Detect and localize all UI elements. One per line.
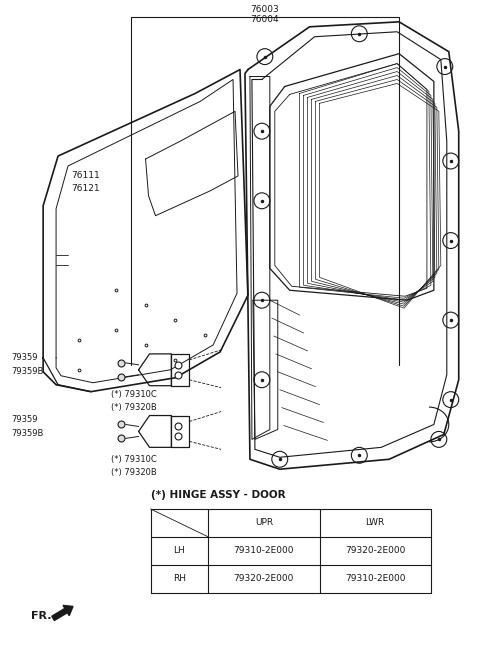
Text: (*) 79310C: (*) 79310C	[111, 390, 156, 399]
FancyArrow shape	[52, 605, 73, 621]
Text: 79320-2E000: 79320-2E000	[234, 574, 294, 583]
Text: RH: RH	[173, 574, 186, 583]
Text: 79320-2E000: 79320-2E000	[345, 546, 406, 555]
Text: 79310-2E000: 79310-2E000	[234, 546, 294, 555]
Text: UPR: UPR	[255, 519, 273, 527]
Text: 79359B: 79359B	[12, 367, 44, 376]
Text: (*) HINGE ASSY - DOOR: (*) HINGE ASSY - DOOR	[151, 490, 285, 500]
Text: 76003: 76003	[251, 5, 279, 14]
Text: 79359: 79359	[12, 415, 38, 424]
Text: 79310-2E000: 79310-2E000	[345, 574, 406, 583]
Text: 79359: 79359	[12, 354, 38, 362]
Text: FR.: FR.	[31, 611, 52, 621]
Text: 79359B: 79359B	[12, 429, 44, 438]
Text: 76111: 76111	[71, 171, 100, 180]
Text: LH: LH	[173, 546, 185, 555]
Text: (*) 79320B: (*) 79320B	[111, 468, 156, 476]
Text: LWR: LWR	[366, 519, 385, 527]
Text: 76004: 76004	[251, 15, 279, 23]
Text: (*) 79310C: (*) 79310C	[111, 455, 156, 464]
Text: (*) 79320B: (*) 79320B	[111, 403, 156, 412]
Text: 76121: 76121	[71, 185, 100, 193]
